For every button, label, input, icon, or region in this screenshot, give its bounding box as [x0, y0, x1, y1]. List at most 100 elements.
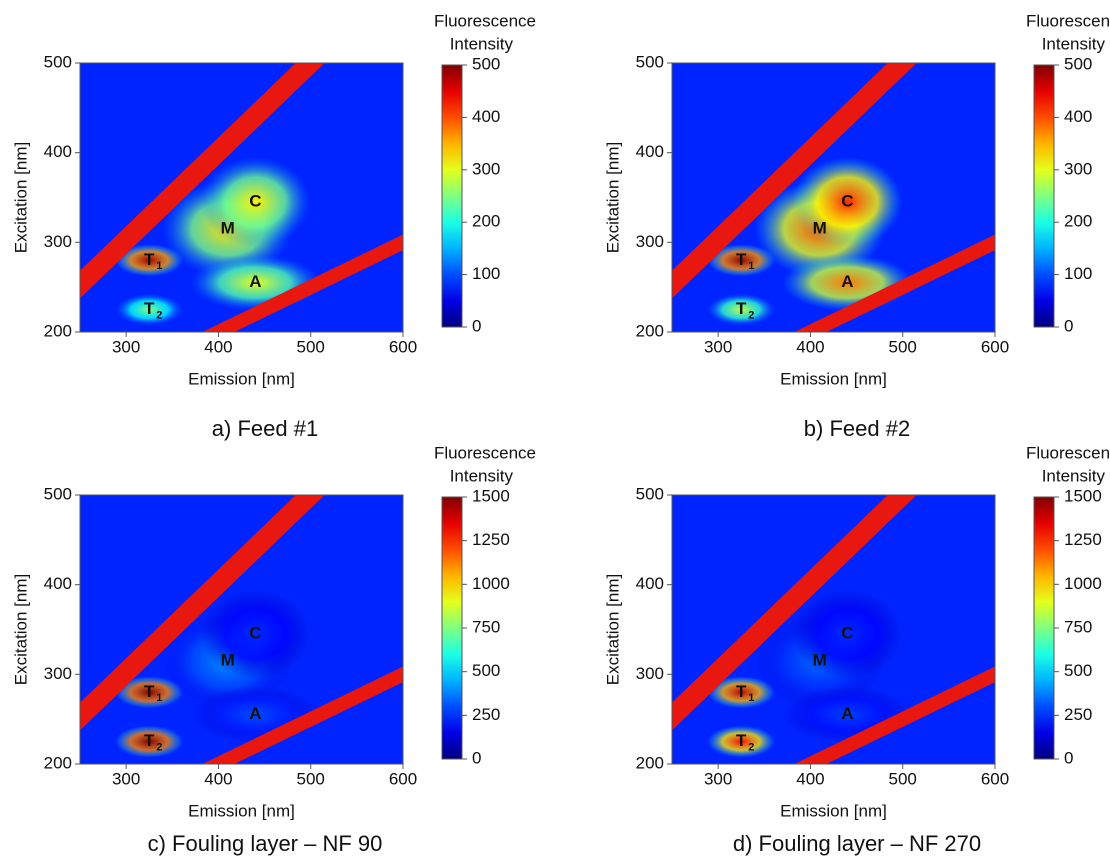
- plot-frame: [79, 494, 404, 765]
- y-tick-label: 300: [44, 232, 72, 251]
- colorbar: [1033, 64, 1055, 328]
- x-tick-label: 300: [112, 337, 140, 356]
- peak-subscript: 1: [156, 260, 162, 272]
- peak-subscript: 2: [156, 309, 162, 321]
- peak-subscript: 1: [748, 260, 754, 272]
- y-tick-label: 200: [44, 753, 72, 772]
- plot-area: [80, 495, 403, 764]
- x-tick-label: 500: [297, 769, 325, 788]
- x-axis-label: Emission [nm]: [188, 801, 295, 820]
- peak-label: C: [841, 623, 853, 642]
- peak-label: T: [144, 299, 155, 318]
- peak-label: T: [144, 682, 155, 701]
- colorbar-tick-label: 250: [472, 705, 500, 724]
- y-tick-label: 200: [636, 321, 664, 340]
- colorbar-tick-label: 300: [1064, 159, 1092, 178]
- colorbar-tick-label: 200: [472, 212, 500, 231]
- colorbar-title: Intensity: [1042, 34, 1106, 53]
- peak-subscript: 1: [748, 692, 754, 704]
- colorbar-tick-label: 0: [1064, 316, 1073, 335]
- scatter-band: [80, 63, 325, 299]
- peak-label: A: [841, 272, 853, 291]
- colorbar-tick-label: 300: [472, 159, 500, 178]
- plot-area: [80, 63, 403, 332]
- y-tick-label: 500: [44, 484, 72, 503]
- x-tick-label: 300: [112, 769, 140, 788]
- plot-frame: [671, 494, 996, 765]
- colorbar-tick-label: 500: [472, 661, 500, 680]
- caption: b) Feed #2: [804, 416, 910, 441]
- x-axis-label: Emission [nm]: [188, 369, 295, 388]
- x-tick-label: 600: [981, 769, 1009, 788]
- x-tick-label: 400: [796, 769, 824, 788]
- peak-label: T: [736, 731, 747, 750]
- peak-label: T: [736, 682, 747, 701]
- peak-label: M: [813, 650, 827, 669]
- peak: [707, 293, 776, 326]
- y-axis-label: Excitation [nm]: [603, 142, 622, 254]
- peak: [115, 244, 184, 277]
- scatter-band: [202, 234, 403, 332]
- colorbar-title: Fluorescence: [434, 11, 536, 30]
- y-tick-label: 200: [44, 321, 72, 340]
- y-tick-label: 500: [44, 52, 72, 71]
- x-tick-label: 400: [204, 769, 232, 788]
- y-tick-label: 200: [636, 753, 664, 772]
- x-tick-label: 400: [204, 337, 232, 356]
- colorbar-tick-label: 100: [1064, 264, 1092, 283]
- x-axis-label: Emission [nm]: [780, 369, 887, 388]
- plot-area: [672, 63, 995, 332]
- x-tick-label: 600: [389, 769, 417, 788]
- y-tick-label: 400: [636, 574, 664, 593]
- scatter-band: [794, 234, 995, 332]
- peak-label: A: [249, 272, 261, 291]
- x-tick-label: 400: [796, 337, 824, 356]
- peak-subscript: 2: [748, 741, 754, 753]
- x-tick-label: 300: [704, 769, 732, 788]
- colorbar-tick-label: 100: [472, 264, 500, 283]
- caption: c) Fouling layer – NF 90: [148, 831, 383, 856]
- colorbar-tick-label: 1250: [1064, 530, 1102, 549]
- x-tick-label: 600: [389, 337, 417, 356]
- scatter-band: [672, 63, 917, 299]
- colorbar-tick-label: 750: [472, 617, 500, 636]
- colorbar-title: Fluorescence: [1026, 11, 1110, 30]
- colorbar-tick-label: 500: [472, 54, 500, 73]
- colorbar-tick-label: 1250: [472, 530, 510, 549]
- peak-subscript: 2: [748, 309, 754, 321]
- x-axis-label: Emission [nm]: [780, 801, 887, 820]
- colorbar-tick-label: 250: [1064, 705, 1092, 724]
- colorbar-title: Intensity: [450, 466, 514, 485]
- y-axis-label: Excitation [nm]: [11, 142, 30, 254]
- colorbar-tick-label: 500: [1064, 54, 1092, 73]
- colorbar-tick-label: 1000: [472, 574, 510, 593]
- colorbar-tick-label: 1000: [1064, 574, 1102, 593]
- y-tick-label: 500: [636, 52, 664, 71]
- peak: [707, 725, 776, 758]
- colorbar-tick-label: 200: [1064, 212, 1092, 231]
- peak: [792, 156, 903, 247]
- colorbar-title: Intensity: [450, 34, 514, 53]
- x-tick-label: 300: [704, 337, 732, 356]
- plot-area: [672, 495, 995, 764]
- y-tick-label: 400: [636, 142, 664, 161]
- caption: d) Fouling layer – NF 270: [733, 831, 981, 856]
- peak: [707, 676, 776, 709]
- colorbar: [441, 496, 463, 760]
- colorbar-tick-label: 0: [1064, 748, 1073, 767]
- y-tick-label: 300: [636, 232, 664, 251]
- colorbar-title: Fluorescence: [434, 443, 536, 462]
- caption: a) Feed #1: [212, 416, 318, 441]
- plot-frame: [79, 62, 404, 333]
- colorbar-tick-label: 0: [472, 316, 481, 335]
- y-tick-label: 500: [636, 484, 664, 503]
- colorbar-tick-label: 400: [472, 107, 500, 126]
- colorbar: [441, 64, 463, 328]
- peak: [200, 588, 311, 679]
- scatter-band: [672, 495, 917, 731]
- colorbar-tick-label: 1500: [1064, 486, 1102, 505]
